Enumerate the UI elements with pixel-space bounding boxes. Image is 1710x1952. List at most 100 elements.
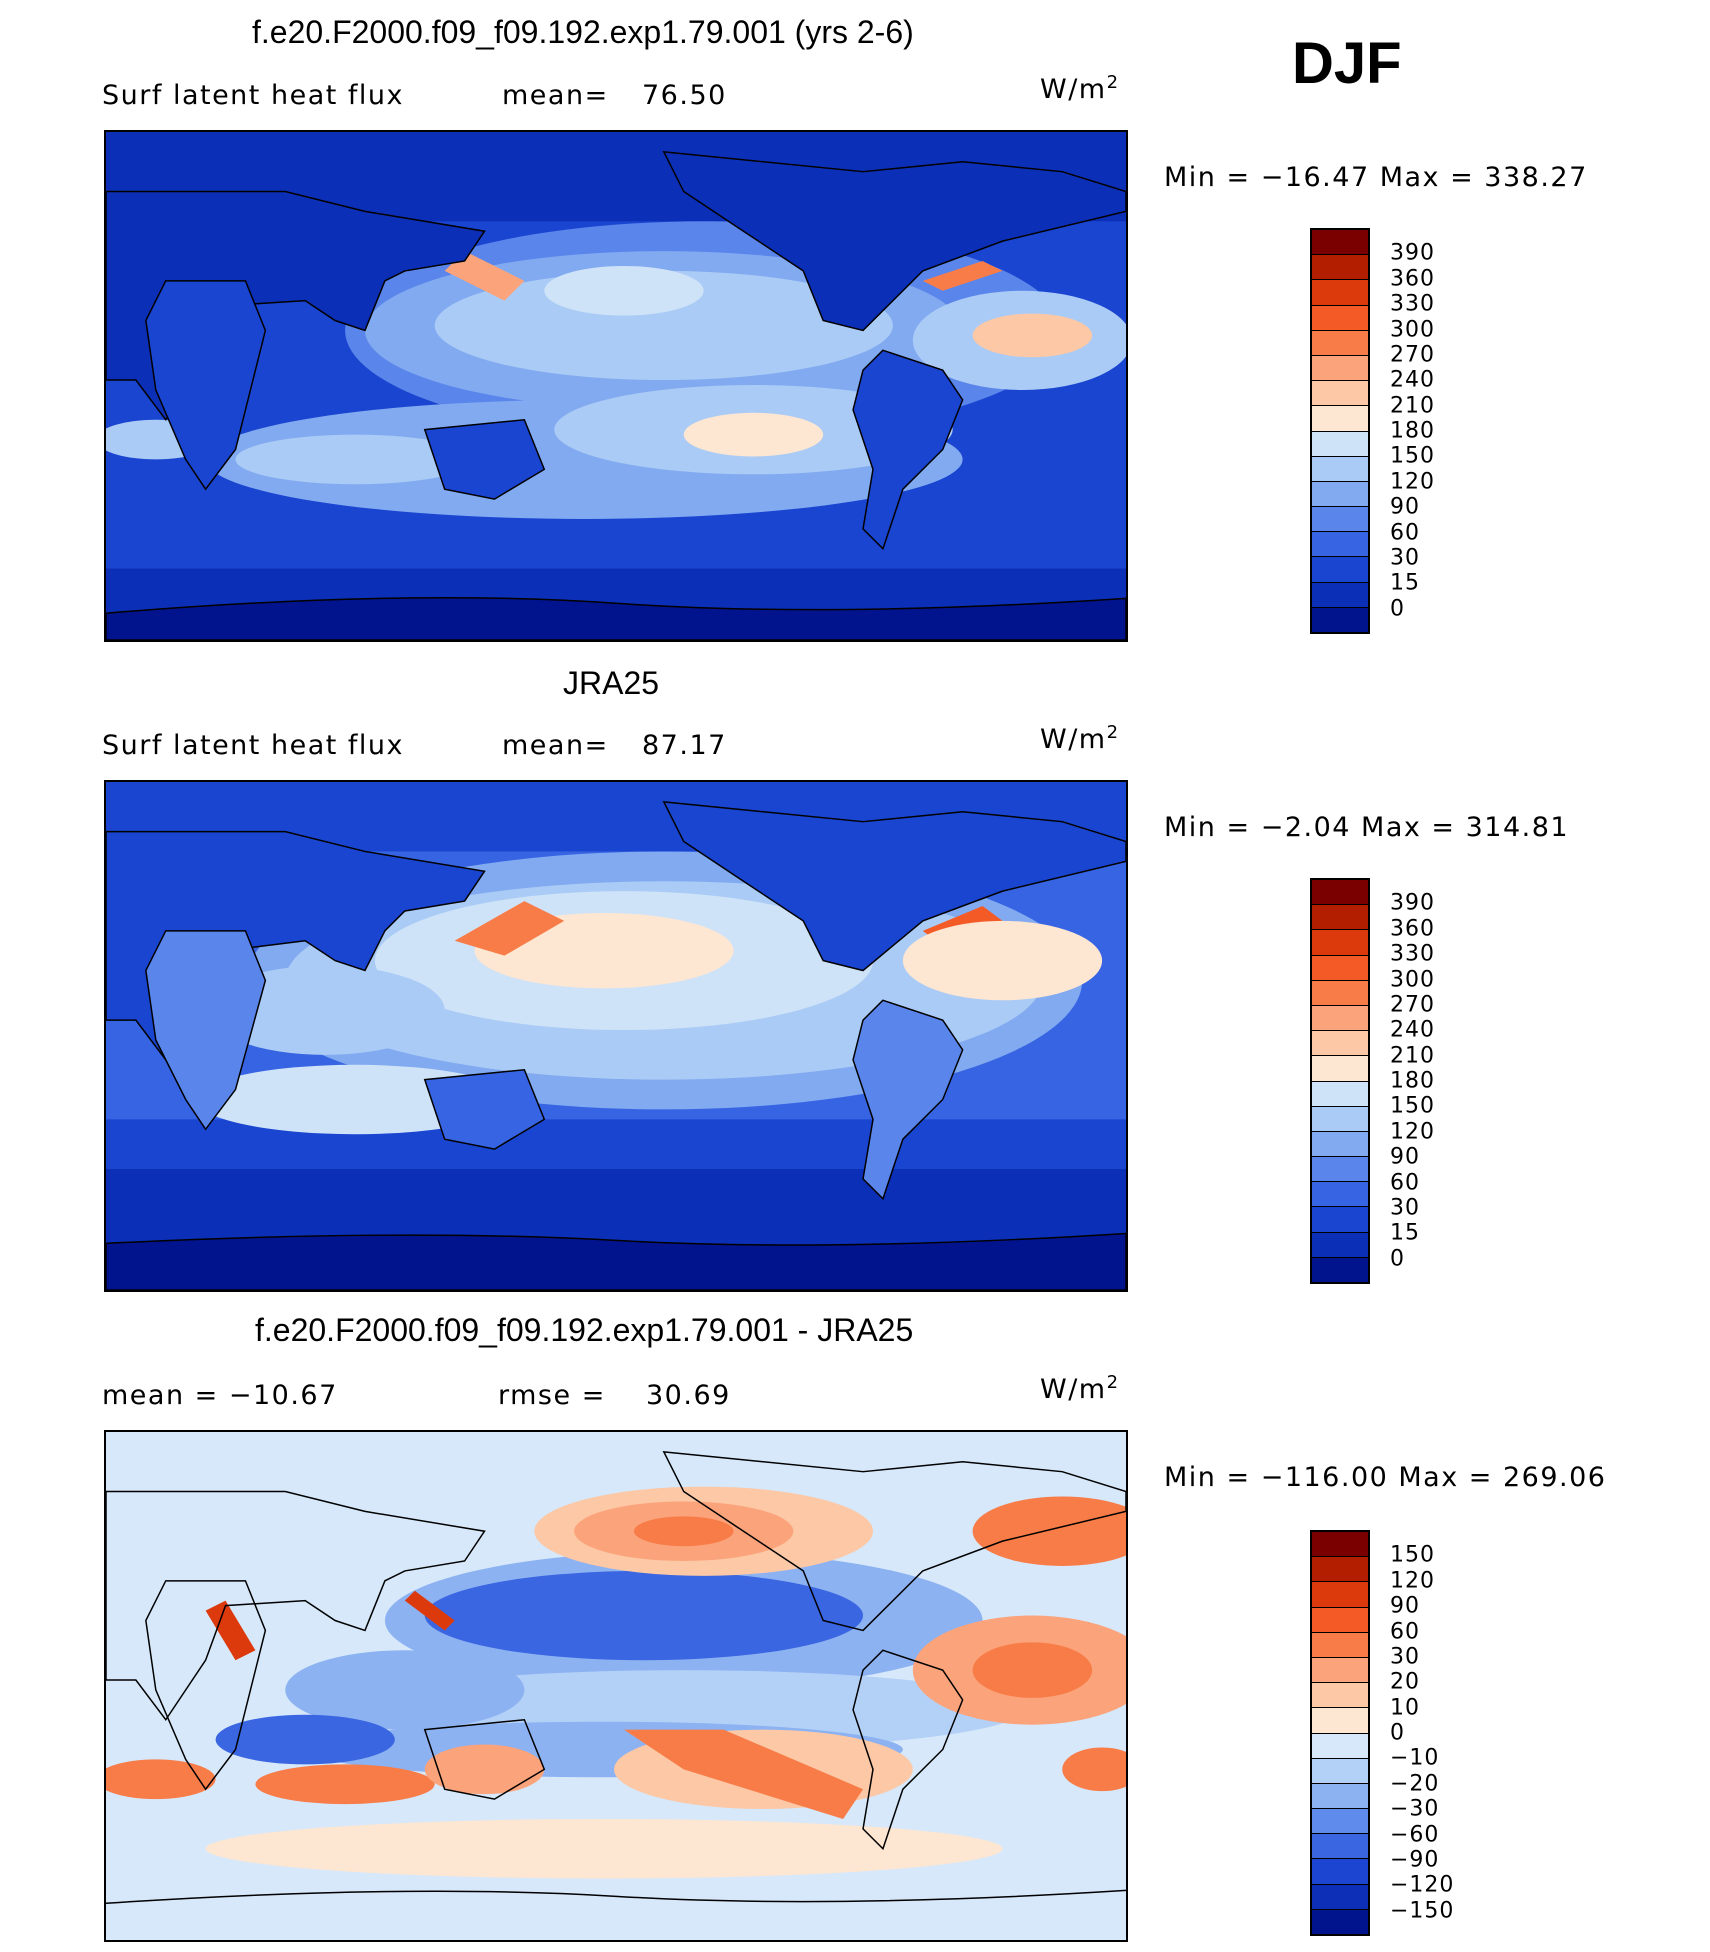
units-exponent: 2 (1106, 1372, 1120, 1393)
colorbar-tick-label: −20 (1390, 1771, 1440, 1797)
panel-2-colorbar-swatch (1312, 1005, 1368, 1032)
colorbar-tick-label: 390 (1390, 890, 1435, 916)
panel-3-colorbar-swatch (1312, 1582, 1368, 1608)
colorbar-tick-label: 60 (1390, 1170, 1420, 1195)
colorbar-tick-label: 180 (1390, 1068, 1435, 1094)
panel-3-colorbar-swatch (1312, 1657, 1368, 1684)
panel-1-units: W/m2 (1040, 72, 1120, 105)
panel-1-stat-label: mean= (502, 80, 609, 111)
colorbar-tick-label: 20 (1390, 1669, 1420, 1695)
panel-3-colorbar-swatch (1312, 1859, 1368, 1885)
colorbar-tick-label: 210 (1390, 1043, 1435, 1069)
panel-2-colorbar-swatch (1312, 955, 1368, 981)
panel-2-map (104, 780, 1128, 1292)
colorbar-tick-label: 30 (1390, 1644, 1420, 1670)
panel-3-colorbar-swatch (1312, 1884, 1368, 1910)
panel-1-colorbar-swatch (1312, 507, 1368, 533)
panel-1-colorbar-swatch (1312, 582, 1368, 608)
units-exponent: 2 (1106, 72, 1120, 93)
panel-1-colorbar-swatch (1312, 456, 1368, 482)
panel-3-title: f.e20.F2000.f09_f09.192.exp1.79.001 - JR… (255, 1312, 914, 1348)
panel-3-colorbar-swatch (1312, 1834, 1368, 1860)
panel-2-stat-label: mean= (502, 730, 609, 761)
panel-3-map-svg (106, 1432, 1126, 1940)
panel-3-colorbar-swatch (1312, 1708, 1368, 1734)
colorbar-tick-label: 120 (1390, 1568, 1435, 1594)
units-base: W/m (1040, 724, 1107, 755)
colorbar-tick-label: −120 (1390, 1872, 1455, 1898)
panel-3-colorbar-swatch (1312, 1557, 1368, 1583)
panel-3-colorbar-swatch (1312, 1809, 1368, 1835)
colorbar-tick-label: −60 (1390, 1822, 1440, 1847)
colorbar-tick-label: 390 (1390, 240, 1435, 266)
panel-2-colorbar-swatch (1312, 880, 1368, 906)
colorbar-tick-label: 270 (1390, 342, 1435, 368)
panel-3-colorbar-swatch (1312, 1632, 1368, 1658)
panel-3-map (104, 1430, 1128, 1942)
colorbar-tick-label: 90 (1390, 494, 1420, 520)
colorbar-tick-label: 15 (1390, 570, 1420, 596)
panel-2-colorbar (1310, 878, 1370, 1284)
panel-3-colorbar-swatch (1312, 1607, 1368, 1633)
panel-2-colorbar-swatch (1312, 1257, 1368, 1282)
panel-1-colorbar-swatch (1312, 481, 1368, 508)
colorbar-tick-label: 10 (1390, 1695, 1420, 1721)
panel-2-colorbar-swatch (1312, 1031, 1368, 1057)
panel-2-colorbar-swatch (1312, 1081, 1368, 1107)
panel-2-colorbar-swatch (1312, 1131, 1368, 1158)
colorbar-tick-label: 150 (1390, 1093, 1435, 1119)
panel-2-colorbar-swatch (1312, 1232, 1368, 1258)
colorbar-tick-label: 150 (1390, 443, 1435, 469)
panel-1-colorbar-swatch (1312, 406, 1368, 432)
panel-3-colorbar-swatch (1312, 1683, 1368, 1709)
colorbar-tick-label: 120 (1390, 469, 1435, 495)
colorbar-tick-label: 60 (1390, 1619, 1420, 1644)
panel-3-colorbar-swatch (1312, 1783, 1368, 1810)
panel-1-colorbar-swatch (1312, 381, 1368, 407)
panel-3-colorbar-swatch (1312, 1909, 1368, 1934)
panel-1-minmax: Min = −16.47 Max = 338.27 (1164, 162, 1588, 193)
colorbar-tick-label: −90 (1390, 1847, 1440, 1873)
panel-2-units: W/m2 (1040, 722, 1120, 755)
panel-1-colorbar-swatch (1312, 532, 1368, 558)
colorbar-tick-label: 60 (1390, 520, 1420, 545)
colorbar-tick-label: 0 (1390, 1720, 1405, 1746)
colorbar-tick-label: 30 (1390, 545, 1420, 571)
panel-2-stat-value: 87.17 (642, 730, 727, 761)
panel-2-colorbar-swatch (1312, 905, 1368, 931)
colorbar-tick-label: 120 (1390, 1119, 1435, 1145)
panel-2-colorbar-swatch (1312, 1056, 1368, 1082)
panel-1-colorbar-swatch (1312, 280, 1368, 306)
colorbar-tick-label: 210 (1390, 393, 1435, 419)
colorbar-tick-label: 240 (1390, 1017, 1435, 1043)
colorbar-tick-label: 15 (1390, 1220, 1420, 1246)
colorbar-tick-label: 300 (1390, 967, 1435, 992)
panel-3-colorbar (1310, 1530, 1370, 1936)
panel-1-map-svg (106, 132, 1126, 640)
panel-2-colorbar-swatch (1312, 980, 1368, 1006)
colorbar-tick-label: 0 (1390, 1246, 1405, 1272)
colorbar-tick-label: 30 (1390, 1195, 1420, 1221)
colorbar-tick-label: 360 (1390, 266, 1435, 292)
panel-3-colorbar-swatch (1312, 1758, 1368, 1784)
colorbar-tick-label: 180 (1390, 418, 1435, 444)
colorbar-tick-label: 330 (1390, 941, 1435, 967)
panel-2-title: JRA25 (563, 665, 660, 701)
units-exponent: 2 (1106, 722, 1120, 743)
panel-2-colorbar-swatch (1312, 1157, 1368, 1183)
colorbar-tick-label: 150 (1390, 1542, 1435, 1568)
panel-3-colorbar-swatch (1312, 1532, 1368, 1558)
panel-1-map (104, 130, 1128, 642)
panel-2-colorbar-swatch (1312, 1182, 1368, 1208)
panel-2-minmax: Min = −2.04 Max = 314.81 (1164, 812, 1570, 843)
panel-1-colorbar-swatch (1312, 557, 1368, 583)
units-base: W/m (1040, 74, 1107, 105)
panel-1-colorbar-swatch (1312, 431, 1368, 457)
panel-1-colorbar-swatch (1312, 330, 1368, 356)
panel-2-variable-label: Surf latent heat flux (102, 730, 405, 761)
colorbar-tick-label: 0 (1390, 596, 1405, 622)
panel-3-colorbar-swatch (1312, 1733, 1368, 1759)
panel-1-colorbar-swatch (1312, 355, 1368, 382)
panel-2-colorbar-swatch (1312, 930, 1368, 956)
panel-1-title: f.e20.F2000.f09_f09.192.exp1.79.001 (yrs… (252, 14, 914, 50)
